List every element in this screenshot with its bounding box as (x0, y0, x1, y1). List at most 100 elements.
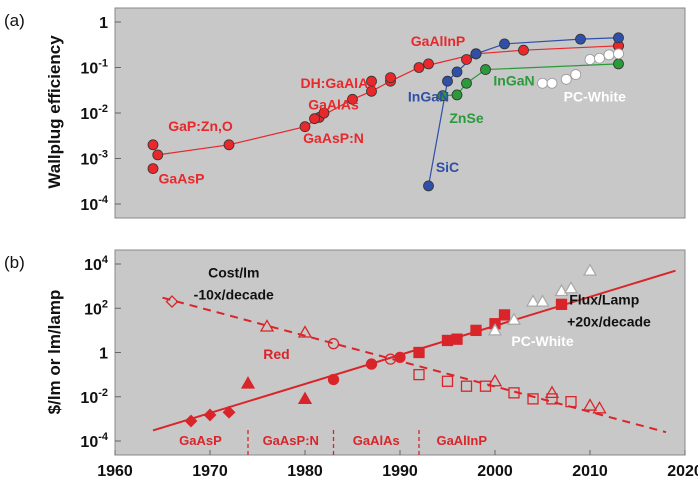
data-point (203, 408, 217, 422)
data-point (451, 66, 463, 78)
x-tick-label: 1980 (287, 463, 323, 480)
x-tick-label: 1960 (97, 463, 133, 480)
panel-b-data: GaAsP GaAsP:N GaAlAs GaAlInP Cost/lm -10x/dec… (152, 263, 676, 455)
data-point (413, 346, 425, 359)
panel-a-plot-area (114, 7, 686, 219)
trend-line (162, 296, 667, 434)
y-tick-label: 1 (99, 346, 108, 363)
data-point (575, 33, 586, 45)
data-point (437, 90, 449, 102)
panel-a-data: GaAlInP DH:GaAlAs GaAlAs GaAsP:N GaP:Zn,O GaA… (147, 32, 626, 192)
data-point (327, 338, 340, 350)
annotation-label: PC-White (564, 88, 626, 104)
era-label: GaAsP (179, 433, 222, 448)
data-point (594, 52, 605, 64)
data-point (461, 77, 472, 89)
data-point (565, 396, 577, 408)
y-tick-label: 10-2 (80, 387, 108, 407)
annotation-label: Red (263, 346, 289, 362)
y-tick-label: 102 (84, 298, 108, 318)
data-point (147, 163, 159, 174)
y-tick-label: 1 (99, 15, 108, 32)
x-tick-label: 1990 (382, 463, 418, 480)
x-tick-label: 1970 (192, 463, 228, 480)
data-point (499, 38, 510, 50)
annotation-label: DH:GaAlAs (301, 75, 377, 91)
data-point (423, 58, 434, 70)
data-point (366, 75, 377, 87)
data-point (441, 375, 454, 387)
data-point (544, 385, 560, 399)
data-point (413, 62, 425, 73)
data-point (327, 373, 340, 386)
data-point (223, 139, 235, 151)
panel-b-y-axis-label: $/lm or lm/lamp (45, 290, 64, 415)
panel-b-x-ticks: 1960 1970 1980 1990 2000 2010 2020 (97, 450, 698, 480)
data-point (165, 295, 179, 309)
annotation-label: Cost/lm (208, 264, 259, 280)
data-point (297, 325, 313, 338)
annotation-label: Flux/Lamp (569, 291, 639, 307)
data-point (152, 149, 164, 161)
data-point (546, 77, 558, 89)
panel-a-y-ticks: 1 10-1 10-2 10-3 10-4 (80, 15, 121, 214)
data-point (508, 387, 520, 399)
data-point (613, 58, 624, 70)
data-point (560, 73, 572, 85)
annotation-label: GaAsP:N (303, 130, 364, 146)
data-point (299, 121, 311, 133)
data-point (479, 380, 492, 392)
data-point (442, 75, 453, 87)
data-point (518, 44, 529, 56)
data-point (222, 405, 236, 419)
era-label: GaAsP:N (263, 433, 319, 448)
data-point (535, 294, 550, 307)
data-point (487, 323, 503, 336)
data-point (582, 398, 598, 411)
data-point (394, 351, 406, 364)
data-point (384, 353, 397, 365)
data-point (570, 69, 582, 80)
data-point (451, 89, 463, 101)
y-tick-label: 10-2 (80, 103, 108, 123)
annotation-label: InGaN (493, 73, 534, 89)
data-point (441, 334, 454, 347)
data-point (498, 309, 511, 321)
data-point (385, 72, 396, 83)
annotation-label: ZnSe (449, 110, 483, 126)
data-point (309, 113, 320, 125)
data-point (506, 312, 522, 325)
data-point (584, 54, 596, 65)
data-point (365, 358, 378, 370)
x-tick-label: 2020 (667, 463, 698, 480)
data-point (525, 294, 541, 307)
y-tick-label: 10-3 (80, 149, 108, 169)
data-point (480, 64, 491, 75)
panel-a-label: (a) (4, 11, 25, 30)
x-tick-label: 2000 (477, 463, 513, 480)
data-point (460, 380, 473, 392)
data-point (563, 280, 579, 294)
data-point (461, 54, 472, 65)
data-point (297, 391, 313, 405)
data-point (592, 401, 607, 414)
data-point (555, 298, 568, 311)
data-point (582, 263, 598, 276)
data-point (613, 32, 624, 44)
data-point (423, 180, 434, 192)
annotation-label: InGaN (408, 88, 449, 104)
annotation-label: GaAsP (159, 171, 205, 187)
data-point (470, 324, 482, 337)
y-tick-label: 10-4 (80, 194, 108, 214)
annotation-label: GaP:Zn,O (168, 118, 233, 134)
data-point (603, 49, 615, 61)
era-label: GaAlInP (436, 433, 487, 448)
annotation-label: GaAlAs (308, 96, 359, 112)
panel-b-label: (b) (4, 253, 25, 272)
panel-b-y-ticks: 104 102 1 10-2 10-4 (80, 254, 121, 451)
data-point (240, 376, 256, 389)
data-point (147, 139, 159, 151)
data-point (184, 414, 198, 428)
annotation-label: PC-White (511, 333, 573, 349)
